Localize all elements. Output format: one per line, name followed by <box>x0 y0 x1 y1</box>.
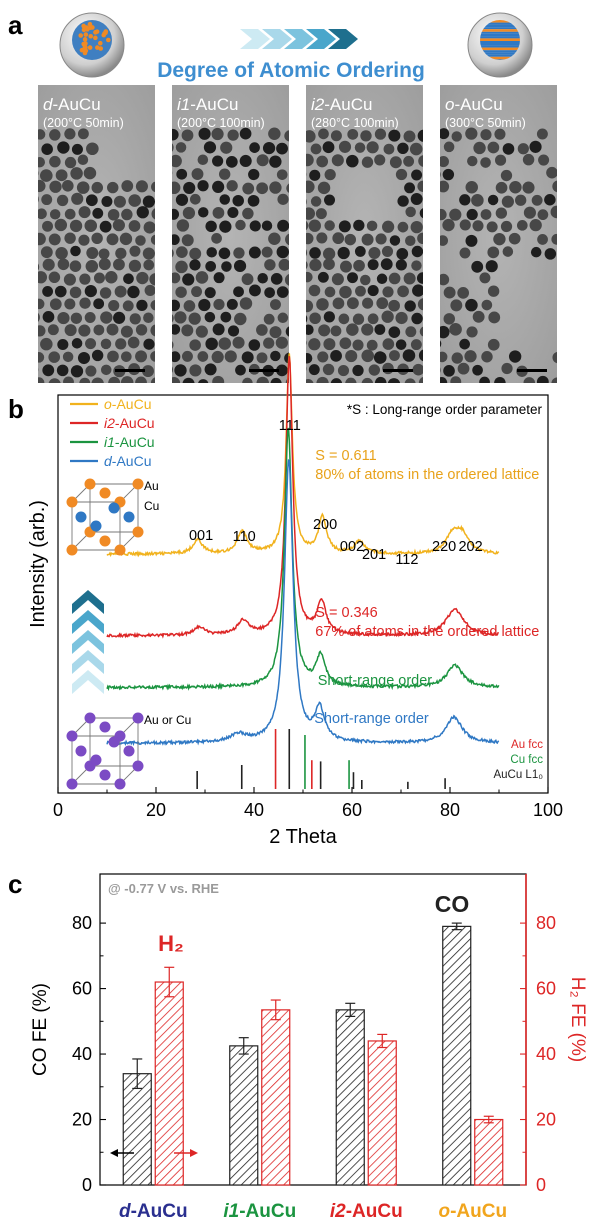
fe-right-tick-label: 40 <box>536 1044 556 1064</box>
tem-label-d: d-AuCu <box>43 95 101 114</box>
ordered-nanoparticle-icon <box>467 12 533 78</box>
peak-label-220: 220 <box>432 539 456 555</box>
legend-entry-o: o-AuCu <box>104 396 151 412</box>
bar-co-i2 <box>335 1009 365 1186</box>
reference-label: AuCu L1₀ <box>493 769 543 781</box>
structure-label: Cu <box>144 499 159 513</box>
ordering-arrow-icon <box>240 29 358 49</box>
category-label-i1: i1-AuCu <box>223 1201 296 1222</box>
bar-h2-d <box>154 981 184 1186</box>
xrd-x-tick-label: 40 <box>244 800 264 820</box>
panel-c: c 0 0 20 20 40 40 60 60 80 80 CO FE (%) H₂ FE (%) @ … <box>8 869 588 1222</box>
tem-condition-i2: (280°C 100min) <box>311 116 399 130</box>
fe-right-tick-label: 80 <box>536 913 556 933</box>
xrd-curve-d <box>106 458 500 747</box>
fe-right-tick-label: 20 <box>536 1110 556 1130</box>
peak-label-200: 200 <box>313 517 337 533</box>
ordered-l10-structure-icon: Au Cu <box>66 478 159 556</box>
fe-left-tick-label: 80 <box>72 913 92 933</box>
xrd-x-axis-label: 2 Theta <box>269 826 337 848</box>
bar-h2-o <box>474 1118 504 1186</box>
xrd-annotation: S = 0.611 <box>315 448 376 464</box>
bar-co-i1 <box>229 1045 259 1186</box>
bar-co-o <box>442 925 472 1186</box>
peak-label-111: 111 <box>279 418 301 434</box>
xrd-x-tick-label: 100 <box>533 800 563 820</box>
panel-b: b 0 20 40 60 80 100 2 Theta Intensity (arb.) *S … <box>8 353 563 848</box>
peak-label-202: 202 <box>458 539 482 555</box>
xrd-annotation: 80% of atoms in the ordered lattice <box>315 467 539 483</box>
fe-condition-label: @ -0.77 V vs. RHE <box>108 881 219 896</box>
xrd-curve-o <box>106 353 500 558</box>
peak-label-110: 110 <box>233 529 256 545</box>
xrd-annotation: Short-range order <box>318 673 433 689</box>
tem-condition-i1: (200°C 100min) <box>177 116 265 130</box>
panel-a: a Degree of Atomic Ordering d-AuCu (200°C… <box>8 10 557 383</box>
tem-image-o-aucu: o-AuCu (300°C 50min) <box>440 85 557 383</box>
fe-left-tick-label: 40 <box>72 1044 92 1064</box>
fe-left-axis-label: CO FE (%) <box>30 983 51 1076</box>
xrd-curve-i2 <box>106 356 499 639</box>
fe-left-tick-label: 20 <box>72 1110 92 1130</box>
structure-label: Au <box>144 479 159 493</box>
category-label-i2: i2-AuCu <box>330 1201 403 1222</box>
xrd-curve-i1 <box>106 427 500 692</box>
series-label-h2: H₂ <box>158 931 184 956</box>
tem-condition-d: (200°C 50min) <box>43 116 124 130</box>
xrd-x-tick-label: 80 <box>440 800 460 820</box>
reference-label: Cu fcc <box>510 754 543 766</box>
structure-label: Au or Cu <box>144 713 191 727</box>
legend-entry-d: d-AuCu <box>104 453 151 469</box>
xrd-x-tick-label: 0 <box>53 800 63 820</box>
xrd-annotation: 67% of atoms in the ordered lattice <box>315 624 539 640</box>
xrd-annotation: Short-range order <box>314 711 429 727</box>
xrd-x-tick-label: 60 <box>342 800 362 820</box>
fe-right-tick-label: 0 <box>536 1175 546 1195</box>
series-label-co: CO <box>435 891 470 917</box>
tem-label-i1: i1-AuCu <box>177 95 238 114</box>
fe-right-axis-label: H₂ FE (%) <box>567 977 588 1062</box>
fe-left-tick-label: 0 <box>82 1175 92 1195</box>
degree-of-ordering-banner: Degree of Atomic Ordering <box>157 59 425 82</box>
category-label-o: o-AuCu <box>438 1201 507 1222</box>
tem-label-i2: i2-AuCu <box>311 95 372 114</box>
panel-letter-b: b <box>8 394 24 424</box>
bar-h2-i2 <box>367 1040 397 1186</box>
axis-arrow-icons <box>110 1149 198 1157</box>
panel-letter-a: a <box>8 10 23 40</box>
reference-label: Au fcc <box>511 739 543 751</box>
panel-letter-c: c <box>8 869 22 899</box>
xrd-x-tick-label: 20 <box>146 800 166 820</box>
disordered-nanoparticle-icon <box>59 12 125 78</box>
tem-image-i2-aucu: i2-AuCu (280°C 100min) <box>306 85 423 383</box>
fe-right-tick-label: 60 <box>536 979 556 999</box>
category-label-d: d-AuCu <box>119 1201 188 1222</box>
bar-h2-i1 <box>261 1009 291 1186</box>
xrd-annotation: S = 0.346 <box>315 605 377 621</box>
fe-left-tick-label: 60 <box>72 979 92 999</box>
peak-label-112: 112 <box>395 552 418 568</box>
ordering-chevrons-icon <box>72 590 104 694</box>
tem-image-i1-aucu: i1-AuCu (200°C 100min) <box>172 85 289 383</box>
peak-label-201: 201 <box>362 547 386 563</box>
bar-co-d <box>122 1073 152 1186</box>
xrd-y-axis-label: Intensity (arb.) <box>27 500 49 628</box>
legend-entry-i2: i2-AuCu <box>104 415 155 431</box>
disordered-fcc-structure-icon: Au or Cu <box>66 712 191 790</box>
tem-image-d-aucu: d-AuCu (200°C 50min) <box>38 85 155 383</box>
tem-condition-o: (300°C 50min) <box>445 116 526 130</box>
legend-entry-i1: i1-AuCu <box>104 434 155 450</box>
xrd-note: *S : Long-range order parameter <box>347 402 543 417</box>
peak-label-001: 001 <box>189 528 213 544</box>
tem-label-o: o-AuCu <box>445 95 503 114</box>
peak-label-002: 002 <box>340 539 364 555</box>
